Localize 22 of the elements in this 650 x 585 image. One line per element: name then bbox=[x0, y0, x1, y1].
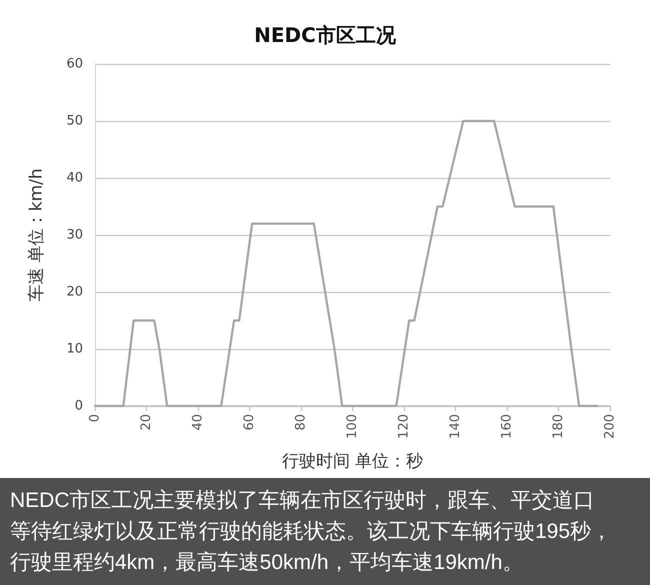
y-tick-label: 10 bbox=[66, 342, 83, 356]
y-tick-label: 0 bbox=[74, 398, 83, 414]
y-tick-label: 50 bbox=[66, 114, 83, 128]
x-tick-label: 200 bbox=[602, 414, 618, 439]
x-tick-label: 60 bbox=[242, 414, 257, 431]
y-tick-label: 40 bbox=[66, 170, 83, 186]
x-axis-title: 行驶时间 单位：秒 bbox=[282, 452, 424, 472]
x-tick-label: 40 bbox=[190, 414, 206, 431]
x-tick-label: 80 bbox=[294, 414, 308, 431]
x-tick-label: 100 bbox=[345, 414, 360, 439]
chart-title: NEDC市区工况 bbox=[254, 23, 397, 47]
y-tick-label: 20 bbox=[66, 284, 83, 300]
x-tick-label: 160 bbox=[500, 414, 514, 439]
x-tick-label: 120 bbox=[396, 414, 412, 439]
y-tick-label: 60 bbox=[66, 56, 83, 72]
y-axis-title: 车速 单位：km/h bbox=[26, 168, 46, 302]
text: NEDC市区工况主要模拟了车辆在市区行驶时，跟车、平交道口等待红绿灯以及正常行驶的能耗状态。该工况下车辆行驶195秒，行驶里程约4km，最高车速50km/h，平均车速19km/h。 bbox=[10, 488, 614, 576]
x-tick-label: 140 bbox=[448, 414, 463, 439]
x-tick-label: 0 bbox=[88, 414, 102, 422]
x-tick-label: 20 bbox=[139, 414, 154, 431]
y-tick-label: 30 bbox=[66, 228, 83, 242]
x-tick-label: 180 bbox=[551, 414, 566, 439]
